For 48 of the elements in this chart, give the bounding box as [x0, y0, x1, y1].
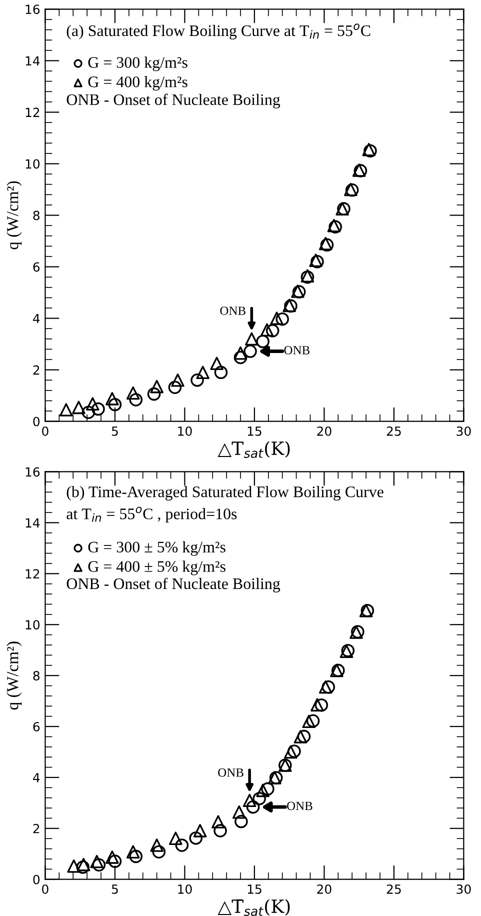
y-tick-label: 4 — [33, 773, 40, 782]
annotation: ONB — [287, 802, 312, 810]
annotation: ONB - Onset of Nucleate Boiling — [66, 94, 280, 108]
x-tick-label: 15 — [248, 884, 262, 894]
x-tick-label: 20 — [317, 426, 332, 436]
x-tick-label: 10 — [178, 426, 192, 436]
x-tick-label: 30 — [456, 884, 471, 894]
y-axis-title: q (W/cm²) — [6, 181, 22, 250]
y-tick-label: 8 — [33, 671, 40, 680]
x-tick-label: 5 — [112, 884, 118, 894]
y-tick-label: 14 — [26, 56, 40, 66]
y-tick-label: 14 — [26, 518, 40, 528]
x-axis-title: △T$_{sat}$(K) — [218, 441, 290, 458]
x-tick-label: 0 — [42, 884, 48, 894]
y-tick-label: 16 — [26, 467, 40, 477]
text: (b) Time-Averaged Saturated Flow Boiling Curve at T$_{in}$ = 55$^{o}$C , period=10s — [66, 486, 384, 523]
y-tick-label: 10 — [26, 620, 40, 630]
legend-label: G = 400 ± 5% kg/m²s — [88, 560, 226, 576]
legend-label: G = 300 kg/m²s — [88, 56, 188, 72]
annotation: ONB — [284, 346, 310, 354]
y-tick-label: 2 — [33, 824, 40, 834]
legend-label: G = 400 kg/m²s — [88, 76, 188, 91]
x-tick-label: 20 — [317, 884, 332, 894]
annotation: ONB - Onset of Nucleate Boiling — [66, 578, 280, 592]
y-tick-label: 12 — [26, 569, 40, 578]
x-axis-title: △T̄$_{sat}$(K) — [218, 899, 290, 916]
x-tick-label: 25 — [386, 426, 401, 436]
y-tick-label: 0 — [33, 416, 40, 426]
y-tick-label: 4 — [33, 314, 40, 324]
annotation: ONB — [220, 306, 246, 315]
y-axis-title: q (W/cm²) — [6, 642, 22, 710]
y-tick-label: 12 — [26, 108, 40, 117]
y-tick-label: 8 — [33, 210, 40, 220]
y-tick-label: 2 — [33, 365, 40, 375]
x-tick-label: 30 — [456, 426, 471, 436]
x-tick-label: 25 — [386, 884, 401, 894]
text: (a) Saturated Flow Boiling Curve at T$_{in}$ = 55$^{o}$C — [66, 24, 370, 40]
y-tick-label: 10 — [26, 159, 40, 169]
x-tick-label: 10 — [178, 884, 192, 894]
y-tick-label: 6 — [33, 722, 40, 732]
x-tick-label: 5 — [112, 426, 118, 436]
y-tick-label: 0 — [33, 874, 40, 884]
x-tick-label: 15 — [248, 426, 262, 436]
y-tick-label: 6 — [33, 262, 40, 272]
y-tick-label: 16 — [26, 4, 40, 14]
legend-label: G = 300 ± 5% kg/m²s — [88, 541, 226, 556]
x-tick-label: 0 — [42, 426, 48, 436]
annotation: ONB — [218, 768, 244, 777]
